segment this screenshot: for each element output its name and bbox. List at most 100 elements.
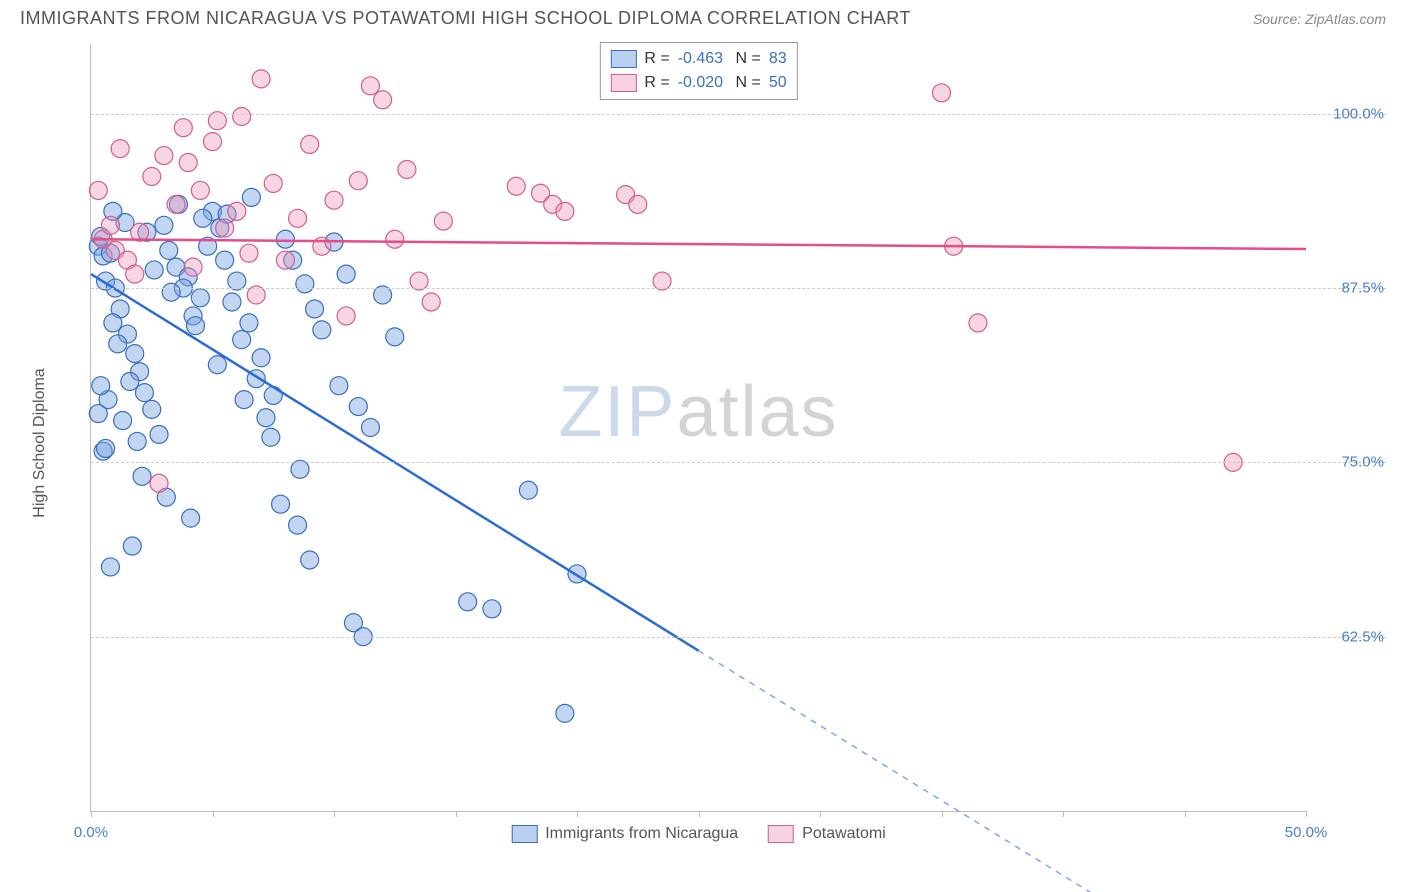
scatter-point <box>276 230 294 248</box>
scatter-point <box>629 195 647 213</box>
scatter-point <box>89 181 107 199</box>
x-tick <box>577 811 578 817</box>
scatter-point <box>114 412 132 430</box>
scatter-point <box>252 349 270 367</box>
x-tick <box>334 811 335 817</box>
scatter-point <box>325 191 343 209</box>
scatter-point <box>422 293 440 311</box>
scatter-point <box>174 119 192 137</box>
n-value-pink: 50 <box>769 71 787 95</box>
scatter-point <box>556 202 574 220</box>
scatter-point <box>272 495 290 513</box>
swatch-pink-icon <box>768 825 794 843</box>
n-label: N = <box>731 71 761 95</box>
correlation-legend: R = -0.463 N = 83 R = -0.020 N = 50 <box>599 42 797 100</box>
legend-row-pink: R = -0.020 N = 50 <box>610 71 786 95</box>
legend-label-nicaragua: Immigrants from Nicaragua <box>545 825 738 843</box>
x-tick <box>699 811 700 817</box>
scatter-point <box>434 212 452 230</box>
scatter-point <box>306 300 324 318</box>
scatter-point <box>135 384 153 402</box>
scatter-point <box>208 356 226 374</box>
legend-label-potawatomi: Potawatomi <box>802 825 886 843</box>
scatter-point <box>289 209 307 227</box>
chart-title: IMMIGRANTS FROM NICARAGUA VS POTAWATOMI … <box>20 8 911 29</box>
y-axis-title: High School Diploma <box>31 368 49 517</box>
gridline <box>91 462 1386 463</box>
x-tick <box>456 811 457 817</box>
scatter-point <box>240 314 258 332</box>
x-tick-label: 0.0% <box>74 824 108 841</box>
scatter-point <box>101 216 119 234</box>
swatch-pink-icon <box>610 74 636 92</box>
source-label: Source: ZipAtlas.com <box>1253 11 1386 27</box>
scatter-point <box>386 328 404 346</box>
scatter-point <box>337 307 355 325</box>
scatter-point <box>216 251 234 269</box>
trend-line <box>91 239 1306 249</box>
scatter-point <box>459 593 477 611</box>
x-tick-label: 50.0% <box>1285 824 1328 841</box>
legend-item-potawatomi: Potawatomi <box>768 825 886 843</box>
y-tick-label: 75.0% <box>1314 454 1384 471</box>
scatter-point <box>194 209 212 227</box>
swatch-blue-icon <box>511 825 537 843</box>
n-value-blue: 83 <box>769 47 787 71</box>
scatter-point <box>179 154 197 172</box>
scatter-point <box>150 425 168 443</box>
r-label: R = <box>644 71 669 95</box>
x-tick <box>213 811 214 817</box>
trend-line-extrapolated <box>699 651 1185 892</box>
scatter-point <box>186 317 204 335</box>
scatter-point <box>216 219 234 237</box>
scatter-point <box>109 335 127 353</box>
scatter-point <box>361 77 379 95</box>
scatter-point <box>361 419 379 437</box>
scatter-svg <box>91 44 1306 811</box>
r-value-pink: -0.020 <box>678 71 723 95</box>
swatch-blue-icon <box>610 50 636 68</box>
scatter-point <box>123 537 141 555</box>
scatter-point <box>155 147 173 165</box>
r-label: R = <box>644 47 669 71</box>
scatter-point <box>252 70 270 88</box>
scatter-point <box>143 167 161 185</box>
scatter-point <box>191 289 209 307</box>
scatter-point <box>235 391 253 409</box>
scatter-point <box>519 481 537 499</box>
scatter-point <box>242 188 260 206</box>
gridline <box>91 114 1386 115</box>
scatter-point <box>89 405 107 423</box>
scatter-point <box>133 467 151 485</box>
scatter-point <box>276 251 294 269</box>
x-tick <box>1063 811 1064 817</box>
x-tick <box>91 811 92 817</box>
scatter-point <box>556 704 574 722</box>
scatter-point <box>184 258 202 276</box>
scatter-point <box>264 386 282 404</box>
x-tick <box>1185 811 1186 817</box>
scatter-point <box>162 283 180 301</box>
gridline <box>91 637 1386 638</box>
scatter-point <box>296 275 314 293</box>
scatter-point <box>301 551 319 569</box>
scatter-point <box>160 241 178 259</box>
y-tick-label: 87.5% <box>1314 280 1384 297</box>
scatter-point <box>143 400 161 418</box>
legend-row-blue: R = -0.463 N = 83 <box>610 47 786 71</box>
header: IMMIGRANTS FROM NICARAGUA VS POTAWATOMI … <box>0 0 1406 33</box>
scatter-point <box>398 161 416 179</box>
scatter-point <box>349 172 367 190</box>
scatter-point <box>257 409 275 427</box>
scatter-point <box>92 377 110 395</box>
scatter-point <box>507 177 525 195</box>
scatter-point <box>204 133 222 151</box>
plot-area: ZIPatlas R = -0.463 N = 83 R = -0.020 N … <box>90 44 1306 812</box>
scatter-point <box>101 558 119 576</box>
x-tick <box>1306 811 1307 817</box>
scatter-point <box>223 293 241 311</box>
scatter-point <box>289 516 307 534</box>
scatter-point <box>313 321 331 339</box>
gridline <box>91 288 1386 289</box>
scatter-point <box>933 84 951 102</box>
